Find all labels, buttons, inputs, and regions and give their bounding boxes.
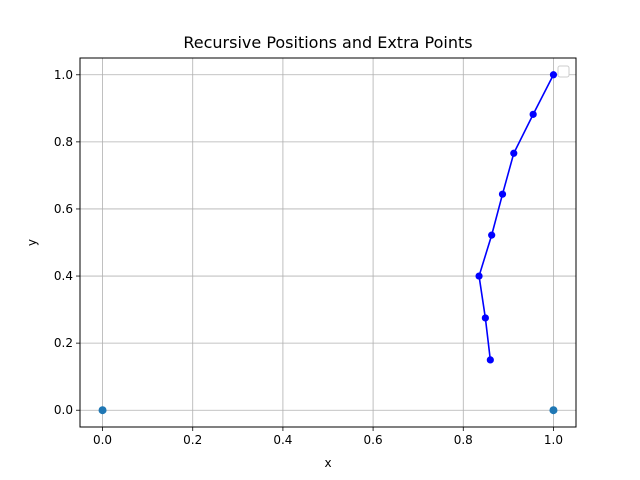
extra-point bbox=[98, 406, 107, 415]
x-tick-label: 1.0 bbox=[544, 433, 563, 447]
series-point bbox=[475, 272, 483, 280]
ticks: 0.0 0.2 0.4 0.6 0.8 1.0 0.0 0.2 0.4 0.6 0.8 1.0 bbox=[54, 68, 563, 447]
series-point bbox=[498, 190, 507, 198]
chart-title: Recursive Positions and Extra Points bbox=[183, 33, 472, 52]
x-tick-label: 0.6 bbox=[364, 433, 383, 447]
series-point bbox=[510, 149, 518, 157]
series-point bbox=[486, 356, 494, 364]
series-point bbox=[529, 110, 537, 118]
series-layer bbox=[98, 71, 558, 415]
axes-frame bbox=[79, 57, 577, 428]
extra-point bbox=[549, 406, 558, 415]
grid-lines bbox=[80, 58, 576, 427]
x-tick-label: 0.0 bbox=[93, 433, 112, 447]
series-point bbox=[481, 314, 489, 322]
y-tick-label: 0.6 bbox=[54, 202, 73, 216]
y-tick-label: 0.8 bbox=[54, 135, 73, 149]
x-tick-label: 0.2 bbox=[183, 433, 202, 447]
x-tick-label: 0.8 bbox=[454, 433, 473, 447]
legend-box bbox=[557, 65, 570, 78]
x-tick-label: 0.4 bbox=[273, 433, 292, 447]
series-line bbox=[478, 74, 555, 361]
y-tick-label: 1.0 bbox=[54, 68, 73, 82]
series-point bbox=[488, 231, 496, 239]
y-tick-label: 0.4 bbox=[54, 269, 73, 283]
y-axis-label: y bbox=[25, 239, 39, 246]
x-axis-label: x bbox=[324, 456, 331, 470]
series-point bbox=[549, 71, 558, 79]
y-tick-label: 0.2 bbox=[54, 336, 73, 350]
y-tick-label: 0.0 bbox=[54, 403, 73, 417]
